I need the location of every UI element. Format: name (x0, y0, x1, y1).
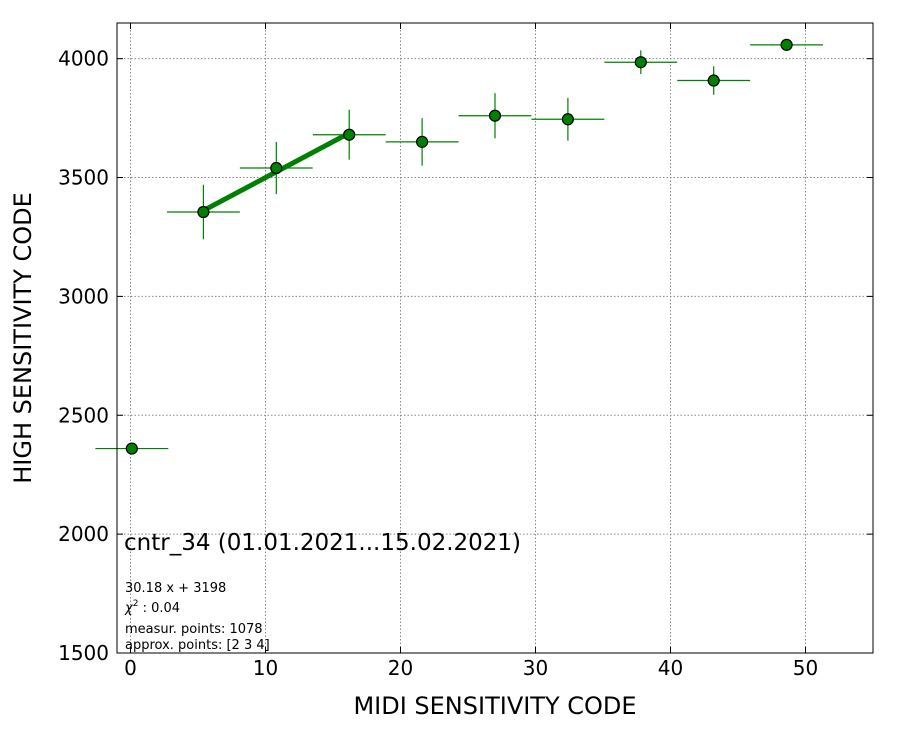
measured-points-note: measur. points: 1078 (125, 622, 263, 637)
approx-points-note: approx. points: [2 3 4] (125, 638, 270, 653)
x-tick-label: 0 (124, 656, 137, 680)
x-tick-label: 50 (793, 656, 818, 680)
error-bars (95, 44, 824, 450)
x-tick-label: 40 (658, 656, 683, 680)
data-point (488, 109, 502, 122)
y-tick-label: 3000 (58, 284, 109, 308)
y-tick-label: 1500 (58, 641, 109, 665)
chi2-annotation: χ2 : 0.04 (124, 599, 180, 616)
x-tick-label: 30 (523, 656, 548, 680)
y-tick-label: 2500 (58, 403, 109, 427)
fit-equation: 30.18 x + 3198 (125, 581, 226, 596)
y-tick-label: 3500 (58, 166, 109, 190)
data-point (561, 113, 575, 126)
chi2-value: : 0.04 (138, 601, 180, 616)
x-axis-label: MIDI SENSITIVITY CODE (353, 692, 636, 720)
chi2-superscript: 2 (133, 599, 139, 609)
x-tick-label: 20 (388, 656, 413, 680)
plot-frame (116, 22, 874, 654)
chi2-symbol: χ (124, 601, 134, 616)
chart-title: cntr_34 (01.01.2021...15.02.2021) (124, 530, 521, 556)
y-axis-label: HIGH SENSITIVITY CODE (9, 192, 37, 484)
y-tick-label: 2000 (58, 522, 109, 546)
data-point (416, 135, 429, 148)
data-points (125, 38, 793, 455)
y-tick-label: 4000 (58, 47, 109, 71)
data-point (125, 442, 138, 455)
data-point (707, 74, 720, 87)
data-point (634, 56, 647, 69)
data-point (197, 205, 210, 219)
data-point (343, 128, 356, 141)
data-point (270, 161, 283, 175)
x-tick-label: 10 (253, 656, 278, 680)
data-point (780, 38, 793, 51)
axis-ticks: 0 10 20 30 40 50 1500 2000 2500 3000 3500 4000 (58, 23, 873, 680)
